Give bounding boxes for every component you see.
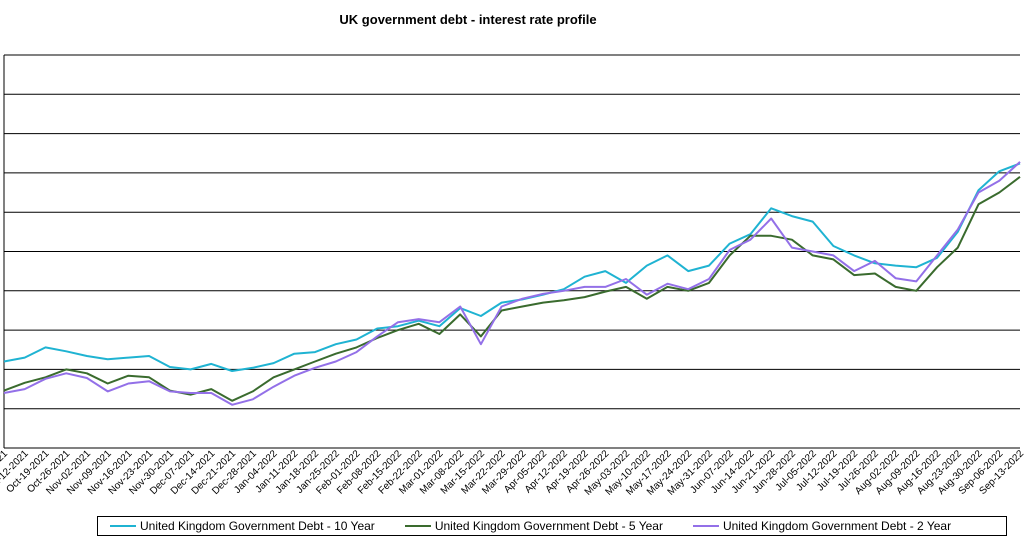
legend-item-5-year: United Kingdom Government Debt - 5 Year <box>404 519 663 533</box>
series-lines <box>3 161 1021 406</box>
legend-label-10-year: United Kingdom Government Debt - 10 Year <box>140 519 375 533</box>
series-line-0 <box>3 162 1021 372</box>
legend-item-2-year: United Kingdom Government Debt - 2 Year <box>692 519 952 533</box>
legend-label-5-year: United Kingdom Government Debt - 5 Year <box>434 519 663 533</box>
legend-swatch-2-year <box>692 525 719 527</box>
legend-item-10-year: United Kingdom Government Debt - 10 Year <box>110 519 375 533</box>
x-axis-tick-labels: Oct-05-2021Oct-12-2021Oct-19-2021Oct-26-… <box>0 448 1024 498</box>
legend-swatch-5-year <box>404 525 431 527</box>
legend: United Kingdom Government Debt - 10 Year… <box>97 516 1007 536</box>
chart-title: UK government debt - interest rate profi… <box>339 12 597 27</box>
gridlines <box>3 54 1020 449</box>
series-line-2 <box>3 161 1021 406</box>
legend-swatch-10-year <box>110 525 136 527</box>
legend-label-2-year: United Kingdom Government Debt - 2 Year <box>722 519 952 533</box>
series-line-1 <box>3 176 1021 402</box>
